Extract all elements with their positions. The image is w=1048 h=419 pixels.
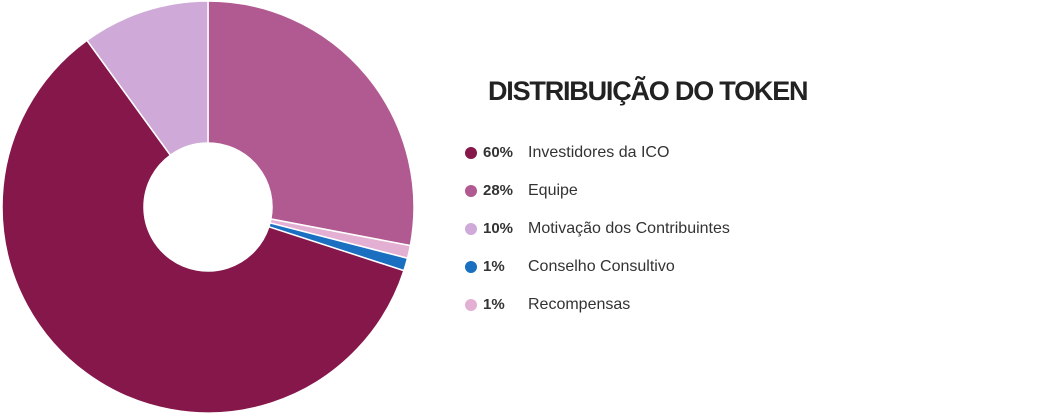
donut-slice — [1, 39, 405, 414]
chart-title: DISTRIBUIÇÃO DO TOKEN — [488, 75, 807, 106]
legend-value: 1% — [483, 258, 505, 275]
legend-label: Conselho Consultivo — [528, 258, 675, 275]
legend-marker — [465, 223, 477, 235]
donut-slice — [207, 0, 415, 247]
legend-value: 28% — [483, 182, 513, 199]
donut-slice — [85, 0, 209, 157]
legend-label: Equipe — [528, 182, 578, 199]
legend-value: 60% — [483, 144, 513, 161]
legend-marker — [465, 299, 477, 311]
legend-value: 10% — [483, 220, 513, 237]
legend-marker — [465, 261, 477, 273]
legend-label: Investidores da ICO — [528, 144, 669, 161]
legend-value: 1% — [483, 296, 505, 313]
legend-marker — [465, 147, 477, 159]
legend-label: Motivação dos Contribuintes — [528, 220, 730, 237]
legend-label: Recompensas — [528, 296, 630, 313]
legend-marker — [465, 185, 477, 197]
